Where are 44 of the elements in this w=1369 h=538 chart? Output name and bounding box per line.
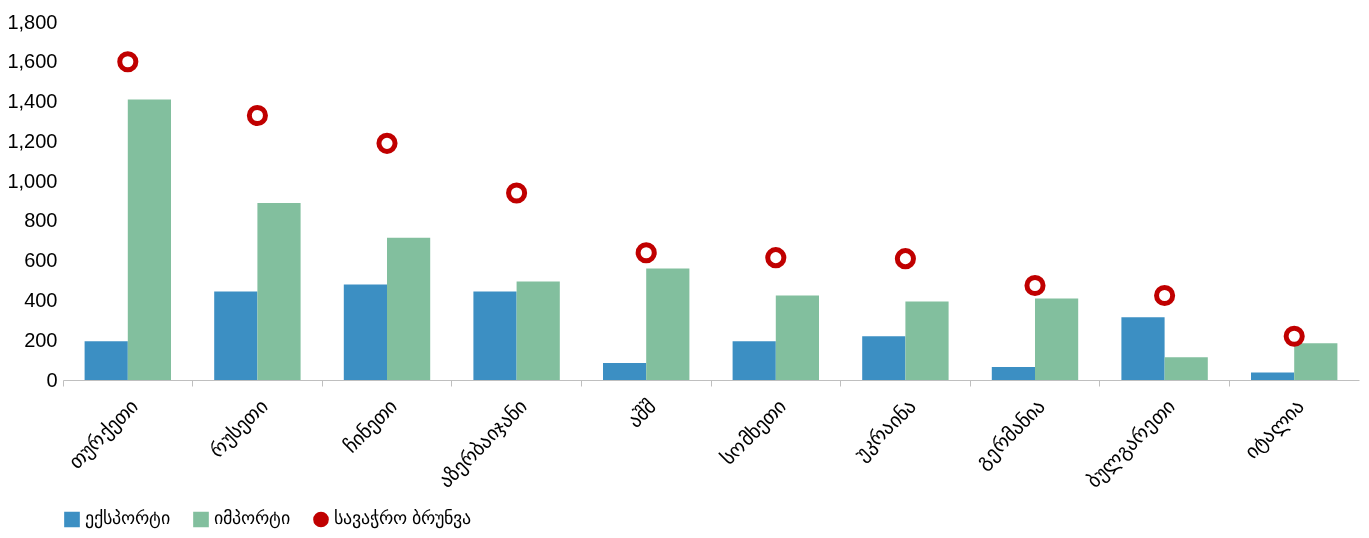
bar <box>1164 357 1208 380</box>
point <box>1283 325 1305 347</box>
bar <box>214 291 258 380</box>
y-tick-label: 1,800 <box>7 10 58 33</box>
bar <box>343 284 387 380</box>
bar <box>646 268 690 380</box>
point <box>1154 284 1176 307</box>
bar <box>1035 298 1079 380</box>
y-tick-label: 600 <box>24 249 58 272</box>
bar <box>1251 372 1295 380</box>
y-tick-label: 1,200 <box>7 129 58 152</box>
y-tick-label: 800 <box>24 209 58 232</box>
point <box>894 248 916 270</box>
y-tick-label: 1,600 <box>7 50 58 73</box>
point <box>765 247 787 269</box>
point <box>635 242 657 264</box>
bar <box>387 237 431 380</box>
x-tick-label: აშშ <box>623 395 661 432</box>
point <box>376 132 398 154</box>
point <box>117 51 139 73</box>
bar <box>84 341 128 380</box>
bar <box>991 367 1035 380</box>
legend-label: ექსპორტი <box>85 508 170 530</box>
bar <box>862 336 906 380</box>
point <box>246 104 268 127</box>
y-tick-label: 1,400 <box>7 90 58 113</box>
legend-label: სავაჭრო ბრუნვა <box>334 508 472 530</box>
y-tick-label: 0 <box>46 368 58 391</box>
point <box>1024 274 1046 297</box>
bar <box>516 281 560 380</box>
bar <box>257 202 301 380</box>
bar <box>473 291 517 380</box>
y-tick-label: 200 <box>24 328 58 351</box>
bar <box>603 363 647 380</box>
bar <box>127 99 171 380</box>
point <box>506 182 528 204</box>
y-tick-label: 1,000 <box>7 169 58 192</box>
bar <box>905 301 949 380</box>
y-tick-label: 400 <box>24 288 58 311</box>
legend-label: იმპორტი <box>214 508 290 530</box>
bar <box>1121 317 1165 380</box>
bar <box>775 295 819 380</box>
bar <box>732 341 776 380</box>
bar <box>1294 343 1338 380</box>
